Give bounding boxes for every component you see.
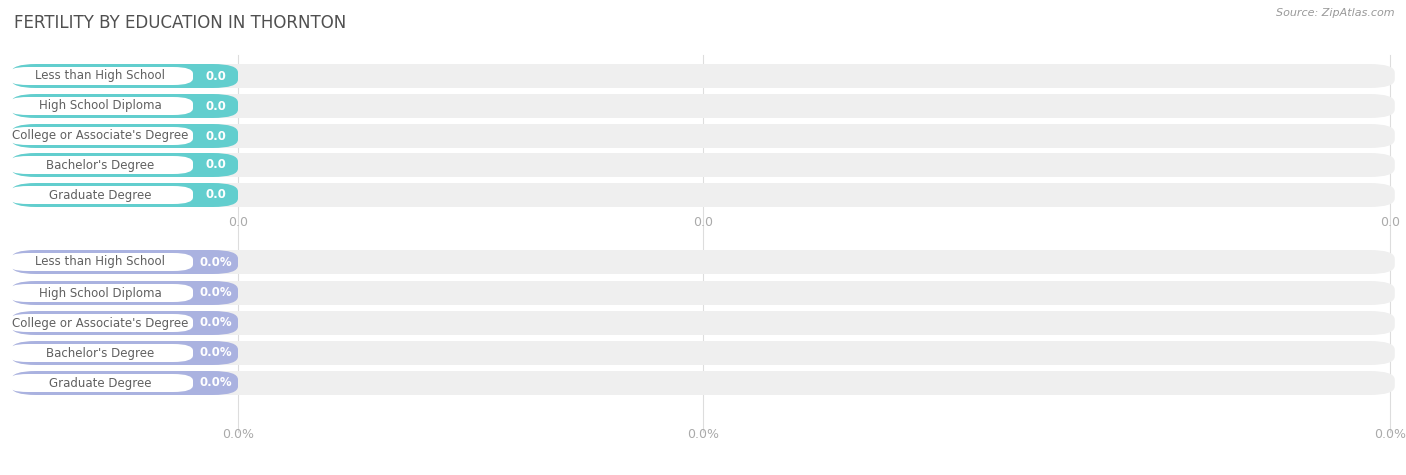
Text: High School Diploma: High School Diploma <box>39 286 162 300</box>
Text: Graduate Degree: Graduate Degree <box>49 377 152 389</box>
FancyBboxPatch shape <box>11 124 1395 148</box>
FancyBboxPatch shape <box>11 311 1395 335</box>
FancyBboxPatch shape <box>11 64 238 88</box>
Text: Less than High School: Less than High School <box>35 69 166 83</box>
FancyBboxPatch shape <box>11 371 238 395</box>
Text: 0.0: 0.0 <box>205 130 226 142</box>
Text: 0.0%: 0.0% <box>222 428 254 441</box>
FancyBboxPatch shape <box>8 314 193 332</box>
FancyBboxPatch shape <box>8 374 193 392</box>
Text: 0.0%: 0.0% <box>200 377 232 389</box>
FancyBboxPatch shape <box>11 250 238 274</box>
Text: 0.0%: 0.0% <box>1374 428 1406 441</box>
FancyBboxPatch shape <box>8 186 193 204</box>
FancyBboxPatch shape <box>8 344 193 362</box>
FancyBboxPatch shape <box>11 371 1395 395</box>
Text: College or Associate's Degree: College or Associate's Degree <box>13 130 188 142</box>
FancyBboxPatch shape <box>11 94 1395 118</box>
FancyBboxPatch shape <box>11 183 238 207</box>
FancyBboxPatch shape <box>8 127 193 145</box>
Text: 0.0: 0.0 <box>693 216 713 228</box>
Text: Source: ZipAtlas.com: Source: ZipAtlas.com <box>1277 8 1395 18</box>
Text: 0.0: 0.0 <box>228 216 247 228</box>
Text: 0.0: 0.0 <box>205 159 226 171</box>
FancyBboxPatch shape <box>11 281 1395 305</box>
Text: 0.0%: 0.0% <box>200 316 232 330</box>
Text: 0.0%: 0.0% <box>688 428 718 441</box>
FancyBboxPatch shape <box>8 97 193 115</box>
Text: Bachelor's Degree: Bachelor's Degree <box>46 159 155 171</box>
Text: 0.0: 0.0 <box>205 189 226 201</box>
Text: Graduate Degree: Graduate Degree <box>49 189 152 201</box>
Text: 0.0: 0.0 <box>205 69 226 83</box>
FancyBboxPatch shape <box>8 156 193 174</box>
Text: 0.0: 0.0 <box>205 99 226 113</box>
FancyBboxPatch shape <box>11 341 238 365</box>
Text: Less than High School: Less than High School <box>35 256 166 268</box>
FancyBboxPatch shape <box>11 64 1395 88</box>
Text: 0.0%: 0.0% <box>200 256 232 268</box>
FancyBboxPatch shape <box>8 67 193 85</box>
FancyBboxPatch shape <box>11 153 238 177</box>
FancyBboxPatch shape <box>11 341 1395 365</box>
FancyBboxPatch shape <box>11 281 238 305</box>
Text: Bachelor's Degree: Bachelor's Degree <box>46 346 155 360</box>
Text: High School Diploma: High School Diploma <box>39 99 162 113</box>
FancyBboxPatch shape <box>11 94 238 118</box>
FancyBboxPatch shape <box>8 284 193 302</box>
Text: 0.0%: 0.0% <box>200 286 232 300</box>
FancyBboxPatch shape <box>8 253 193 271</box>
FancyBboxPatch shape <box>11 124 238 148</box>
FancyBboxPatch shape <box>11 183 1395 207</box>
FancyBboxPatch shape <box>11 250 1395 274</box>
Text: 0.0%: 0.0% <box>200 346 232 360</box>
FancyBboxPatch shape <box>11 153 1395 177</box>
FancyBboxPatch shape <box>11 311 238 335</box>
Text: FERTILITY BY EDUCATION IN THORNTON: FERTILITY BY EDUCATION IN THORNTON <box>14 14 346 32</box>
Text: 0.0: 0.0 <box>1381 216 1400 228</box>
Text: College or Associate's Degree: College or Associate's Degree <box>13 316 188 330</box>
